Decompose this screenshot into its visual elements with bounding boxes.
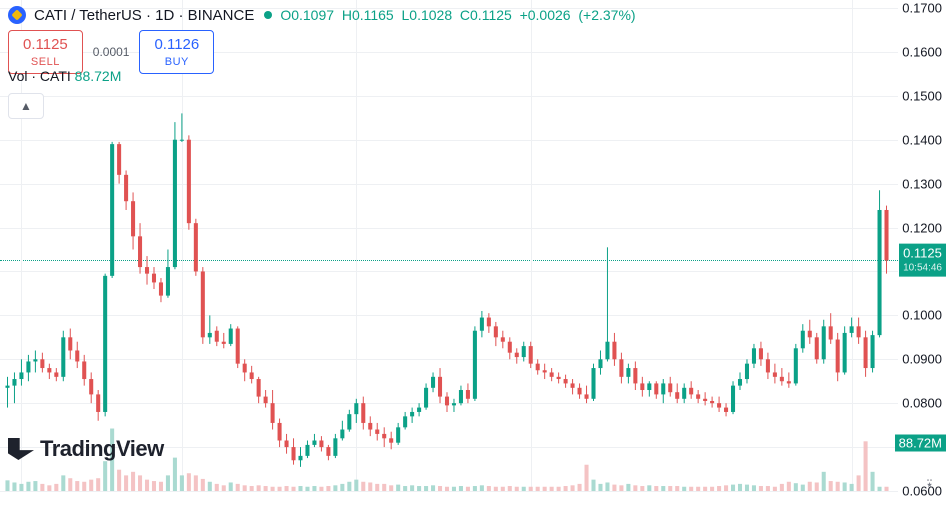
last-price-badge[interactable]: 0.1125 10:54:46 <box>899 244 946 277</box>
price-axis[interactable]: 0.1700 0.1600 0.1500 0.1400 0.1300 0.1200 0.11… <box>898 0 946 517</box>
ohlc-summary: O0.1097 H0.1165 L0.1028 C0.1125 +0.0026 … <box>280 7 635 23</box>
price-axis-tick: 0.1700 <box>902 1 942 16</box>
price-axis-tick: 0.0600 <box>902 484 942 499</box>
chart-title[interactable]: CATI / TetherUS · 1D · BINANCE <box>34 7 254 24</box>
buy-button[interactable]: 0.1126 BUY <box>139 30 214 74</box>
volume-badge[interactable]: 88.72M <box>895 434 946 451</box>
tradingview-logo-icon <box>8 438 34 460</box>
price-axis-tick: 0.1000 <box>902 308 942 323</box>
price-axis-tick: 0.1300 <box>902 176 942 191</box>
settings-icon[interactable]: ⍣ <box>925 476 934 493</box>
price-axis-tick: 0.0800 <box>902 396 942 411</box>
symbol-icon <box>8 6 26 24</box>
tradingview-app: CATI / TetherUS · 1D · BINANCE O0.1097 H… <box>0 0 946 517</box>
header-bar: CATI / TetherUS · 1D · BINANCE O0.1097 H… <box>8 6 636 24</box>
price-axis-tick: 0.1500 <box>902 88 942 103</box>
price-axis-tick: 0.1600 <box>902 44 942 59</box>
spread-label: 0.0001 <box>93 45 130 59</box>
collapse-button[interactable]: ▲ <box>8 93 44 119</box>
price-axis-tick: 0.1200 <box>902 220 942 235</box>
price-axis-tick: 0.1400 <box>902 132 942 147</box>
status-dot <box>264 11 272 19</box>
tradingview-watermark: TradingView <box>8 436 164 462</box>
volume-label: Vol · CATI 88.72M <box>8 68 121 84</box>
price-axis-tick: 0.0900 <box>902 352 942 367</box>
